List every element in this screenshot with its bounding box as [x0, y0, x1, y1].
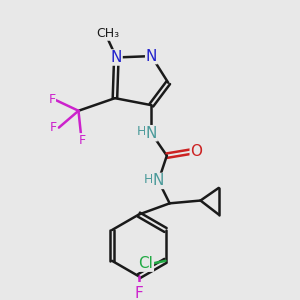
- Text: CH₃: CH₃: [96, 27, 119, 40]
- Text: N: N: [146, 126, 157, 141]
- Text: N: N: [153, 173, 164, 188]
- Text: N: N: [146, 49, 157, 64]
- Text: O: O: [190, 144, 202, 159]
- Text: H: H: [137, 125, 146, 138]
- Text: Cl: Cl: [138, 256, 153, 271]
- Text: F: F: [48, 93, 56, 106]
- Text: N: N: [111, 50, 122, 65]
- Text: F: F: [134, 286, 143, 300]
- Text: F: F: [50, 121, 57, 134]
- Text: F: F: [79, 134, 86, 147]
- Text: H: H: [144, 173, 153, 186]
